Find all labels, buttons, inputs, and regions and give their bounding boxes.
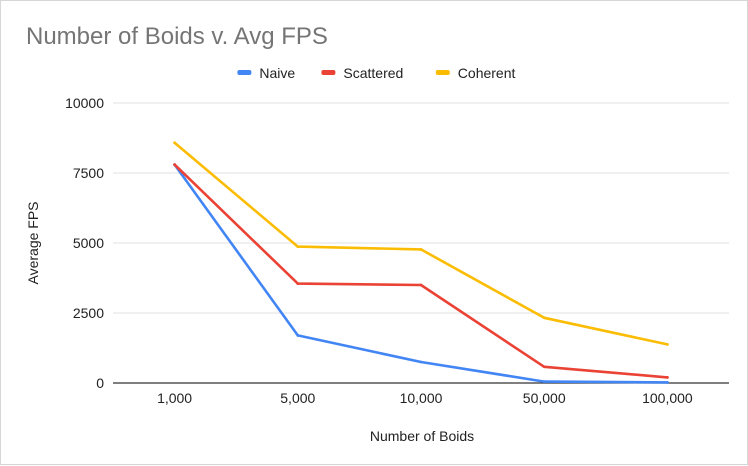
x-tick-labels: 1,000 5,000 10,000 50,000 100,000: [157, 390, 693, 406]
data-point-coherent: [666, 342, 669, 346]
data-point-coherent: [173, 141, 177, 145]
data-point-coherent: [419, 248, 423, 251]
legend-item-scattered: Scattered: [321, 65, 403, 81]
x-tick-label: 100,000: [642, 390, 693, 406]
x-tick-label: 10,000: [400, 390, 443, 406]
data-point-naive: [542, 380, 546, 383]
legend-label: Coherent: [458, 65, 516, 81]
data-point-naive: [419, 360, 423, 364]
y-axis-label: Average FPS: [25, 201, 41, 284]
y-tick-label: 2500: [73, 305, 104, 321]
legend-swatch: [435, 70, 450, 75]
legend-swatch: [237, 70, 252, 75]
data-point-scattered: [296, 282, 300, 285]
y-tick-label: 10000: [65, 95, 104, 111]
data-point-scattered: [666, 376, 669, 379]
data-point-scattered: [419, 283, 423, 287]
series-line-naive: [173, 163, 669, 384]
data-point-coherent: [296, 245, 300, 249]
legend-item-coherent: Coherent: [435, 65, 516, 81]
legend-label: Scattered: [343, 65, 403, 81]
chart-title: Number of Boids v. Avg FPS: [26, 23, 328, 50]
data-point-scattered: [542, 365, 546, 369]
y-tick-label: 0: [96, 375, 104, 391]
data-point-coherent: [542, 316, 546, 320]
series-line-scattered: [173, 163, 669, 379]
series-lines: [173, 141, 669, 384]
x-tick-label: 5,000: [280, 390, 315, 406]
legend-item-naive: Naive: [237, 65, 295, 81]
data-point-scattered: [173, 163, 177, 167]
x-tick-label: 1,000: [157, 390, 192, 406]
data-point-naive: [296, 334, 300, 337]
legend-label: Naive: [259, 65, 295, 81]
y-tick-labels: 0 2500 5000 7500 10000: [65, 95, 104, 391]
y-tick-label: 7500: [73, 165, 104, 181]
legend: Naive Scattered Coherent: [237, 65, 516, 81]
y-tick-label: 5000: [73, 235, 104, 251]
legend-swatch: [321, 70, 336, 75]
data-point-naive: [666, 381, 669, 384]
x-tick-label: 50,000: [523, 390, 566, 406]
grid-lines: [113, 102, 729, 384]
x-axis-label: Number of Boids: [370, 428, 474, 444]
